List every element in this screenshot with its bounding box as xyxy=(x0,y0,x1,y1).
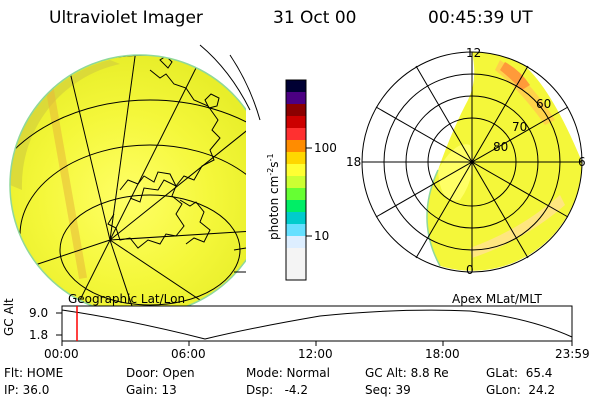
colorbar xyxy=(285,79,312,281)
mlt-label-0: 0 xyxy=(466,263,474,277)
glat-value: GLat: 65.4 xyxy=(486,366,553,380)
geographic-panel-label: Geographic Lat/Lon xyxy=(68,292,186,306)
colorbar-unit-label: photon cm-2s-1 xyxy=(266,153,281,240)
colorbar-tick-100: 100 xyxy=(314,141,337,155)
mlat-label-60: 60 xyxy=(536,97,552,111)
glon-value: GLon: 24.2 xyxy=(486,383,556,397)
door-status: Door: Open xyxy=(126,366,195,380)
mode-status: Mode: Normal xyxy=(246,366,330,380)
time-tick-0600: 06:00 xyxy=(171,347,206,361)
mlt-label-18: 18 xyxy=(346,155,362,169)
apex-panel-label: Apex MLat/MLT xyxy=(452,292,542,306)
time-tick-0000: 00:00 xyxy=(44,347,79,361)
time-tick-2359: 23:59 xyxy=(555,347,590,361)
flight-status: Flt: HOME xyxy=(4,366,64,380)
sequence-value: Seq: 39 xyxy=(365,383,411,397)
gc-alt-axis-label: GC Alt xyxy=(2,298,16,336)
mlat-label-80: 80 xyxy=(493,140,509,154)
colorbar-tick-10: 10 xyxy=(314,229,330,243)
altitude-strip xyxy=(56,305,573,346)
time-tick-1200: 12:00 xyxy=(298,347,333,361)
time-tick-1800: 18:00 xyxy=(425,347,460,361)
mlt-label-12: 12 xyxy=(466,46,482,60)
time-label: 00:45:39 UT xyxy=(428,8,533,28)
dsp-value: Dsp: -4.2 xyxy=(246,383,309,397)
mlat-label-70: 70 xyxy=(512,120,528,134)
instrument-title: Ultraviolet Imager xyxy=(49,8,203,28)
gc-alt-value: GC Alt: 8.8 Re xyxy=(365,366,449,380)
date-label: 31 Oct 00 xyxy=(273,8,357,28)
alt-tick-9: 9.0 xyxy=(29,306,49,320)
ip-value: IP: 36.0 xyxy=(4,383,50,397)
gain-value: Gain: 13 xyxy=(126,383,177,397)
polar-plot xyxy=(361,51,583,273)
geographic-image xyxy=(9,44,261,316)
alt-tick-1-8: 1.8 xyxy=(29,328,49,342)
mlt-label-6: 6 xyxy=(578,155,586,169)
